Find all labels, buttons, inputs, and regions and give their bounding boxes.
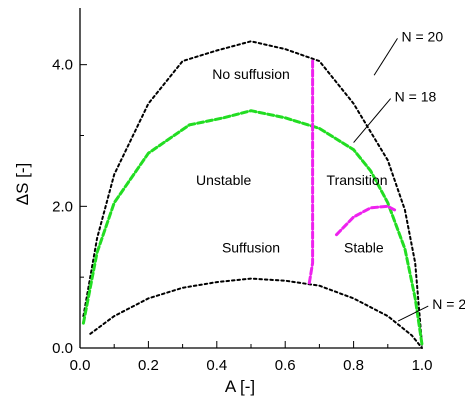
curve-label: N = 2: [432, 296, 465, 312]
series-n-20: [83, 41, 422, 344]
curve-label: N = 20: [401, 28, 443, 44]
y-tick-label: 4.0: [52, 57, 73, 74]
curve-label-leader: [374, 38, 397, 75]
x-axis-title: A [-]: [225, 377, 255, 396]
x-tick-label: 0.4: [206, 357, 227, 374]
x-tick-label: 1.0: [412, 357, 433, 374]
curves: [83, 41, 422, 348]
y-tick-label: 0.0: [52, 340, 73, 357]
region-label: Transition: [327, 172, 388, 188]
x-tick-label: 0.2: [138, 357, 159, 374]
region-label: No suffusion: [212, 66, 290, 82]
labels: No suffusion Unstable Transition Suffusion S…: [196, 28, 465, 321]
region-label: Suffusion: [222, 239, 280, 255]
series-n-18: [83, 111, 422, 345]
series-n-2: [90, 279, 422, 348]
boundary-line-4: [337, 206, 395, 234]
curve-label-leader: [398, 306, 428, 321]
y-tick-label: 2.0: [52, 198, 73, 215]
x-tick-label: 0.6: [275, 357, 296, 374]
region-label: Stable: [344, 239, 384, 255]
y-axis-title: ΔS [-]: [13, 163, 32, 206]
x-tick-label: 0.0: [70, 357, 91, 374]
x-tick-label: 0.8: [343, 357, 364, 374]
curve-label: N = 18: [395, 89, 437, 105]
boundary-line-3: [309, 61, 313, 284]
region-label: Unstable: [196, 172, 251, 188]
